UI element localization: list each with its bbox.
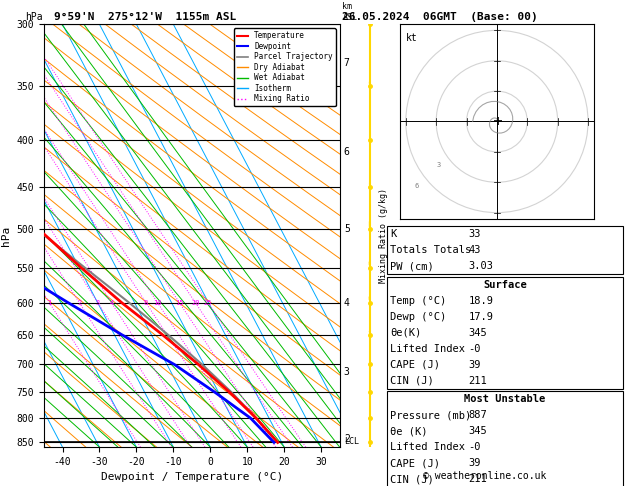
Text: 33: 33 bbox=[469, 229, 481, 239]
Text: Surface: Surface bbox=[483, 279, 526, 290]
Text: 8: 8 bbox=[144, 299, 148, 306]
Text: θe (K): θe (K) bbox=[390, 426, 428, 436]
Text: 20: 20 bbox=[191, 299, 199, 306]
Text: hPa: hPa bbox=[25, 12, 43, 22]
Text: 5: 5 bbox=[344, 225, 350, 234]
Text: LCL: LCL bbox=[344, 436, 359, 446]
Text: 211: 211 bbox=[469, 376, 487, 386]
Text: θe(K): θe(K) bbox=[390, 328, 421, 338]
Text: kt: kt bbox=[406, 34, 418, 43]
Text: K: K bbox=[390, 229, 396, 239]
Text: 3: 3 bbox=[344, 367, 350, 378]
Text: 3: 3 bbox=[436, 162, 440, 168]
Text: 211: 211 bbox=[469, 474, 487, 485]
Text: 9°59'N  275°12'W  1155m ASL: 9°59'N 275°12'W 1155m ASL bbox=[53, 12, 236, 22]
Text: 39: 39 bbox=[469, 458, 481, 469]
Text: 3.03: 3.03 bbox=[469, 261, 494, 271]
Text: -0: -0 bbox=[469, 344, 481, 354]
Text: CAPE (J): CAPE (J) bbox=[390, 360, 440, 370]
Text: 887: 887 bbox=[469, 410, 487, 420]
X-axis label: Dewpoint / Temperature (°C): Dewpoint / Temperature (°C) bbox=[101, 472, 283, 483]
Text: Totals Totals: Totals Totals bbox=[390, 245, 471, 255]
Text: 25: 25 bbox=[204, 299, 212, 306]
Text: Mixing Ratio (g/kg): Mixing Ratio (g/kg) bbox=[379, 188, 388, 283]
Text: Lifted Index: Lifted Index bbox=[390, 344, 465, 354]
Text: 15: 15 bbox=[175, 299, 184, 306]
Text: -0: -0 bbox=[469, 442, 481, 452]
Text: CAPE (J): CAPE (J) bbox=[390, 458, 440, 469]
Text: 4: 4 bbox=[109, 299, 113, 306]
Legend: Temperature, Dewpoint, Parcel Trajectory, Dry Adiabat, Wet Adiabat, Isotherm, Mi: Temperature, Dewpoint, Parcel Trajectory… bbox=[233, 28, 336, 106]
Text: © weatheronline.co.uk: © weatheronline.co.uk bbox=[423, 471, 546, 481]
Text: 2: 2 bbox=[344, 434, 350, 444]
Text: 39: 39 bbox=[469, 360, 481, 370]
Text: Temp (°C): Temp (°C) bbox=[390, 295, 446, 306]
Text: Most Unstable: Most Unstable bbox=[464, 394, 545, 404]
Text: 10: 10 bbox=[153, 299, 162, 306]
Text: 1: 1 bbox=[47, 299, 52, 306]
Text: CIN (J): CIN (J) bbox=[390, 376, 434, 386]
Text: CIN (J): CIN (J) bbox=[390, 474, 434, 485]
Text: 2: 2 bbox=[77, 299, 81, 306]
Text: 4: 4 bbox=[344, 297, 350, 308]
Text: 345: 345 bbox=[469, 426, 487, 436]
Text: Lifted Index: Lifted Index bbox=[390, 442, 465, 452]
Text: PW (cm): PW (cm) bbox=[390, 261, 434, 271]
Text: 18.9: 18.9 bbox=[469, 295, 494, 306]
Text: 345: 345 bbox=[469, 328, 487, 338]
Text: 6: 6 bbox=[344, 147, 350, 156]
Text: 3: 3 bbox=[96, 299, 100, 306]
Text: 6: 6 bbox=[415, 183, 419, 190]
Text: Pressure (mb): Pressure (mb) bbox=[390, 410, 471, 420]
Text: 26.05.2024  06GMT  (Base: 00): 26.05.2024 06GMT (Base: 00) bbox=[342, 12, 538, 22]
Y-axis label: hPa: hPa bbox=[1, 226, 11, 246]
Text: 43: 43 bbox=[469, 245, 481, 255]
Text: 7: 7 bbox=[344, 57, 350, 68]
Text: km
ASL: km ASL bbox=[342, 2, 357, 21]
Text: Dewp (°C): Dewp (°C) bbox=[390, 312, 446, 322]
Text: 17.9: 17.9 bbox=[469, 312, 494, 322]
